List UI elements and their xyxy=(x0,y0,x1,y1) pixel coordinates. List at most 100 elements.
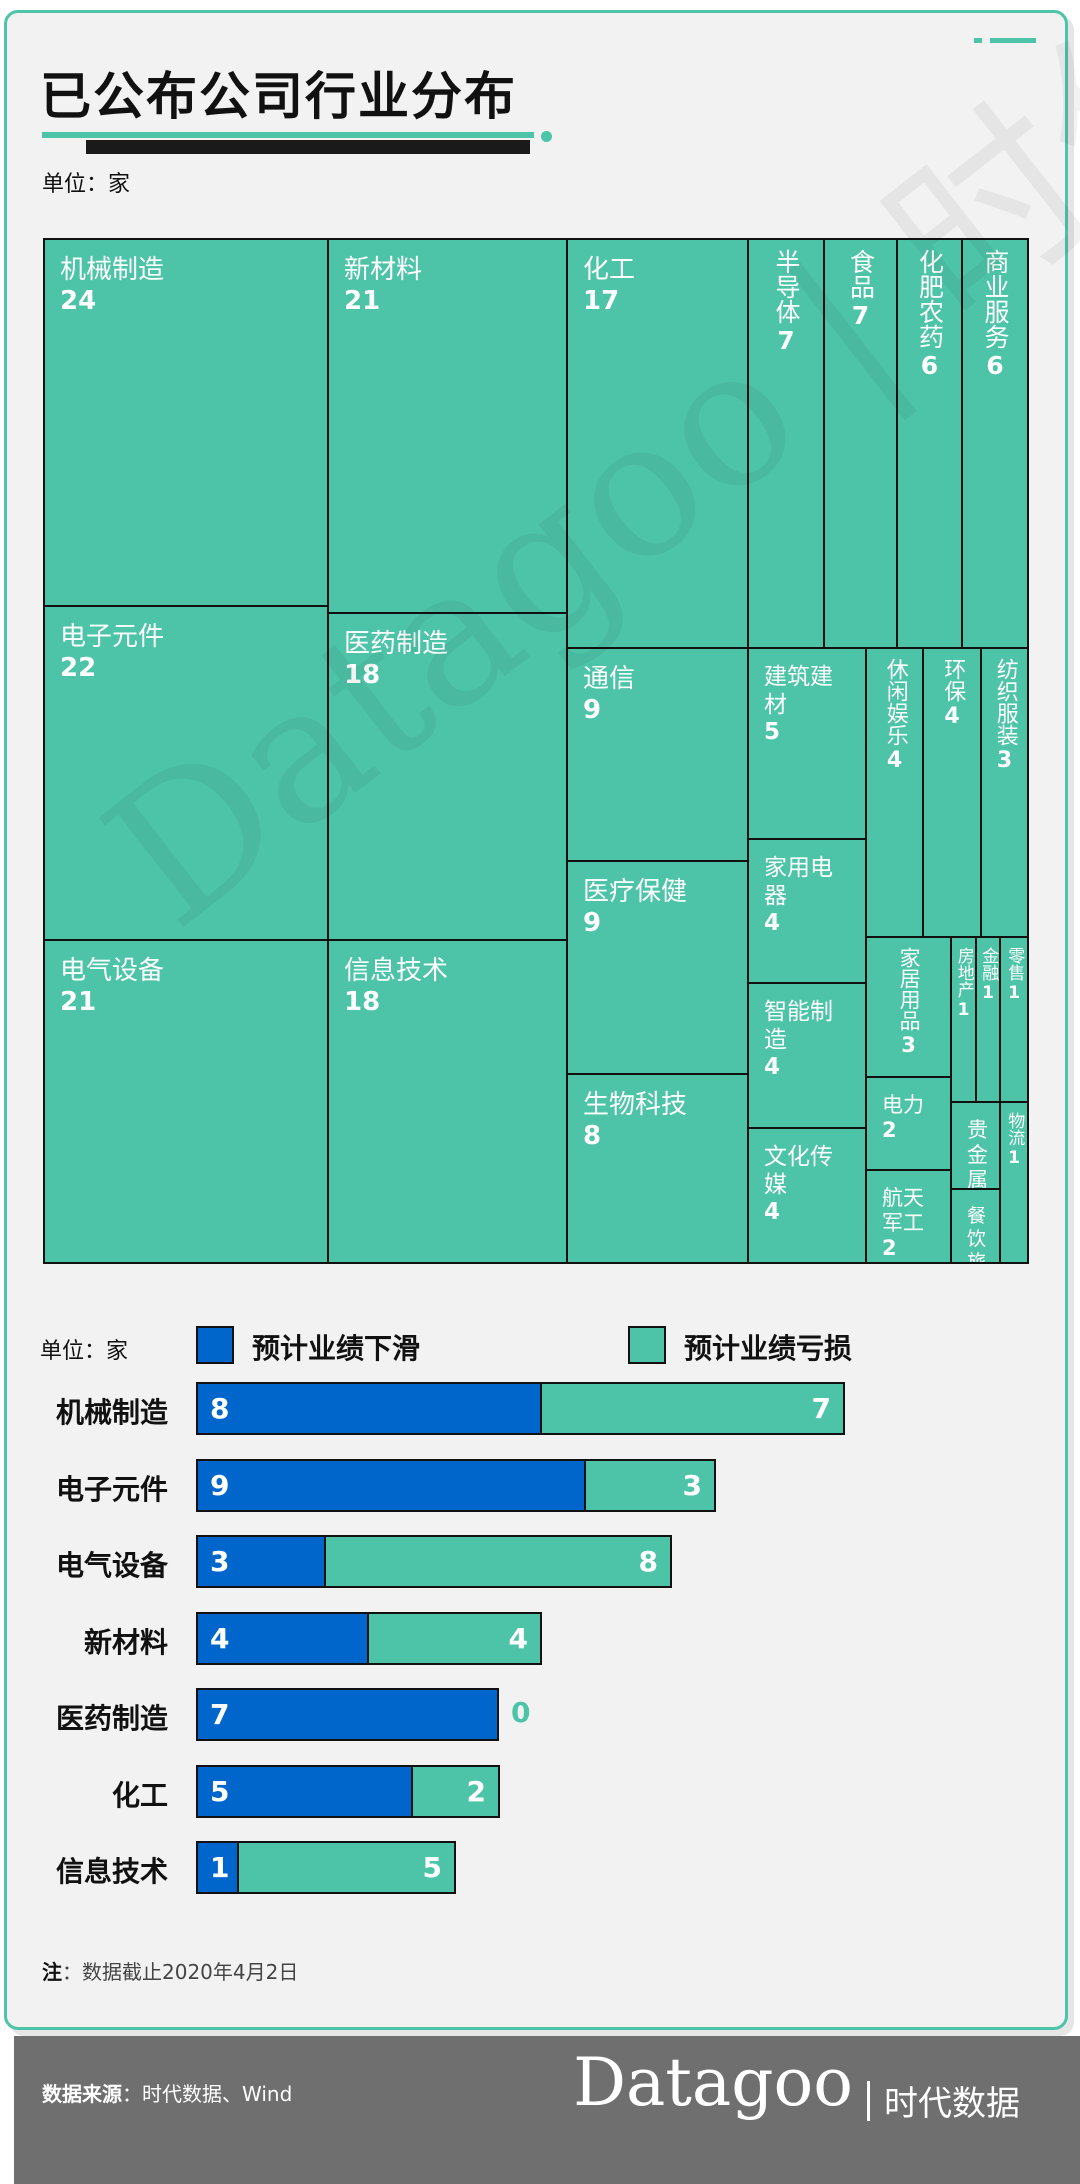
treemap-cell-label: 餐饮旅游 xyxy=(967,1205,987,1263)
treemap-cell: 航天军工 2 xyxy=(865,1169,952,1264)
treemap-cell: 餐饮旅游2 xyxy=(950,1188,1001,1264)
treemap-cell: 电气设备 21 xyxy=(43,939,329,1264)
treemap-cell: 信息技术 18 xyxy=(327,939,568,1264)
treemap-cell-label: 食品 xyxy=(846,249,876,299)
treemap-cell-value: 17 xyxy=(583,286,620,317)
treemap-cell: 文化传媒 4 xyxy=(747,1127,867,1264)
treemap-cell-value: 4 xyxy=(944,704,960,729)
corner-accent-small xyxy=(974,38,982,43)
treemap-cell-label: 智能制造 xyxy=(764,999,833,1053)
treemap-cell-label: 半导体 xyxy=(772,249,801,324)
treemap-cell: 电力 2 xyxy=(865,1076,952,1171)
treemap-cell-label: 贵金属 xyxy=(967,1118,988,1189)
bar-unit-label: 单位：家 xyxy=(40,1339,129,1364)
treemap-cell-value: 1 xyxy=(1008,1148,1020,1168)
treemap-cell-label: 金融 xyxy=(978,947,999,981)
treemap-cell: 生物科技 8 xyxy=(566,1073,749,1264)
corner-accent xyxy=(990,38,1036,43)
title-underline-accent xyxy=(42,132,534,138)
treemap-cell-value: 18 xyxy=(344,660,381,691)
treemap-cell: 通信 9 xyxy=(566,647,749,862)
brand-name-cn: 时代数据 xyxy=(884,2084,1020,2124)
treemap-cell: 家用电器 4 xyxy=(747,838,867,984)
title-dot xyxy=(541,131,552,142)
treemap-cell-value: 1 xyxy=(982,983,994,1003)
treemap-cell: 物流 1 xyxy=(999,1101,1029,1264)
treemap-cell-label: 医疗保健 xyxy=(583,877,688,907)
treemap-cell: 化工 17 xyxy=(566,238,749,649)
treemap-cell-label: 环保 xyxy=(940,658,966,702)
treemap-cell-value: 3 xyxy=(996,748,1013,773)
brand-logo: Datagoo 时代数据 xyxy=(573,2044,1020,2125)
treemap-cell: 房地产 1 xyxy=(950,936,977,1103)
treemap-cell: 智能制造 4 xyxy=(747,982,867,1129)
treemap-cell-value: 4 xyxy=(764,1199,781,1226)
treemap-cell-label: 零售 xyxy=(1004,947,1025,981)
treemap-cell-label: 化工 xyxy=(583,255,636,285)
treemap-cell-value: 6 xyxy=(920,351,939,380)
treemap-cell-label: 机械制造 xyxy=(60,255,165,285)
treemap-cell: 医疗保健 9 xyxy=(566,860,749,1075)
treemap-cell-label: 医药制造 xyxy=(344,629,449,659)
treemap-cell-label: 新材料 xyxy=(344,255,423,285)
treemap-cell-label: 信息技术 xyxy=(344,956,449,986)
treemap-cell-value: 6 xyxy=(986,351,1004,380)
page-title: 已公布公司行业分布 xyxy=(40,68,518,127)
treemap-cell-label: 休闲娱乐 xyxy=(882,658,908,746)
treemap-cell-label: 电力 xyxy=(882,1093,924,1117)
treemap-cell-value: 7 xyxy=(851,301,870,330)
treemap-cell-value: 9 xyxy=(583,908,602,939)
treemap-cell-value: 21 xyxy=(344,286,381,317)
treemap-cell-label: 纺织服装 xyxy=(992,658,1018,746)
treemap-cell-value: 4 xyxy=(886,748,903,773)
treemap-cell: 化肥农药 6 xyxy=(896,238,963,649)
treemap-cell-label: 家用电器 xyxy=(764,855,833,909)
treemap-cell-label: 生物科技 xyxy=(583,1090,688,1120)
treemap-cell-label: 电子元件 xyxy=(60,622,165,652)
industry-treemap: 机械制造 24 新材料 21 化工 17 半导体 7 食品 7 化肥农药 6 商业服务 6 电子元件 22 医药… xyxy=(43,238,1029,1264)
treemap-cell-value: 18 xyxy=(344,987,381,1018)
treemap-cell-value: 5 xyxy=(764,719,781,746)
title-underline xyxy=(86,140,530,154)
treemap-cell: 金融 1 xyxy=(975,936,1001,1103)
treemap-cell-label: 航天军工 xyxy=(882,1186,924,1236)
legend-label-loss: 预计业绩亏损 xyxy=(684,1332,853,1365)
treemap-cell: 电子元件 22 xyxy=(43,605,329,941)
treemap-cell: 食品 7 xyxy=(823,238,898,649)
treemap-cell: 家居用品 3 xyxy=(865,936,952,1078)
data-source-label: 数据来源 xyxy=(42,2082,122,2106)
treemap-cell: 医药制造 18 xyxy=(327,612,568,941)
treemap-cell-label: 化肥农药 xyxy=(915,249,945,349)
treemap-cell-value: 24 xyxy=(60,286,97,317)
treemap-cell-value: 2 xyxy=(882,1118,897,1143)
treemap-cell-label: 商业服务 xyxy=(981,249,1010,349)
treemap-cell-value: 2 xyxy=(882,1236,897,1261)
treemap-cell-label: 房地产 xyxy=(953,947,974,998)
legend-swatch-decline xyxy=(196,1326,234,1364)
treemap-cell-label: 电气设备 xyxy=(60,956,165,986)
treemap-cell-label: 家居用品 xyxy=(897,947,922,1031)
treemap-cell-label: 物流 xyxy=(1004,1112,1025,1146)
treemap-cell: 新材料 21 xyxy=(327,238,568,614)
footnote-label: 注 xyxy=(42,1960,62,1984)
treemap-cell-label: 通信 xyxy=(583,664,636,694)
treemap-cell-value: 4 xyxy=(764,1054,781,1081)
footnote-text: ：数据截止2020年4月2日 xyxy=(62,1960,299,1984)
treemap-cell-value: 1 xyxy=(957,1000,970,1020)
treemap-cell: 零售 1 xyxy=(999,936,1029,1103)
treemap-cell-value: 7 xyxy=(777,326,795,355)
footer-bar: 数据来源：时代数据、Wind Datagoo 时代数据 xyxy=(14,2036,1080,2184)
treemap-cell: 商业服务 6 xyxy=(961,238,1029,649)
treemap-cell-value: 9 xyxy=(583,695,602,726)
treemap-cell: 贵金属2 xyxy=(950,1101,1001,1190)
treemap-cell-label: 文化传媒 xyxy=(764,1144,833,1198)
treemap-cell: 建筑建材 5 xyxy=(747,647,867,840)
treemap-cell-value: 4 xyxy=(764,910,781,937)
treemap-cell-value: 3 xyxy=(901,1033,916,1057)
data-source: 数据来源：时代数据、Wind xyxy=(42,2078,292,2107)
treemap-cell-value: 1 xyxy=(1008,983,1020,1003)
treemap-cell: 环保 4 xyxy=(922,647,982,938)
legend-label-decline: 预计业绩下滑 xyxy=(252,1332,421,1365)
treemap-cell-value: 8 xyxy=(583,1121,602,1152)
brand-separator xyxy=(867,2080,870,2121)
